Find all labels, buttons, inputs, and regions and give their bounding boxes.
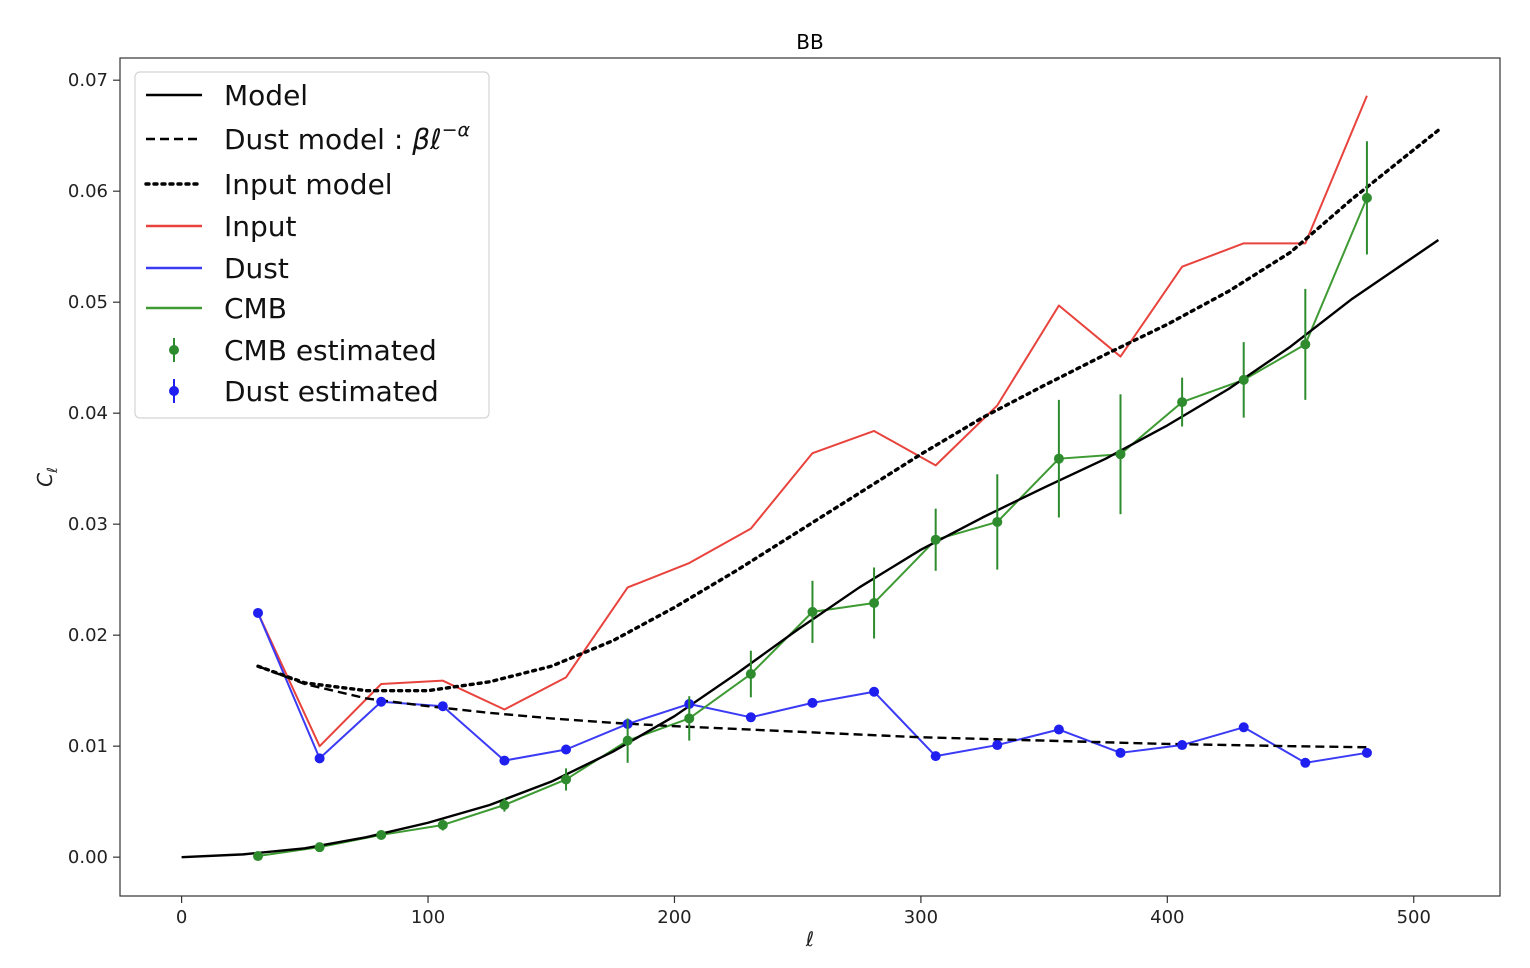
cmb-est-point	[1177, 397, 1188, 408]
legend: Model Dust model : βℓ−α Input model Input Du…	[134, 71, 490, 419]
y-tick-label: 0.07	[68, 70, 108, 91]
legend-box	[134, 71, 490, 419]
y-tick-label: 0.05	[68, 292, 108, 313]
cmb-est-point	[869, 597, 880, 608]
y-tick-label: 0.00	[68, 847, 108, 868]
legend-item-cmb-est: CMB estimated	[169, 334, 437, 367]
y-tick-label: 0.02	[68, 625, 108, 646]
y-tick-label: 0.04	[68, 403, 108, 424]
x-tick-label: 0	[176, 907, 187, 928]
dust-est-point	[1177, 740, 1188, 751]
dust-est-point	[930, 751, 941, 762]
series-line-model	[181, 239, 1440, 859]
dust-est-point	[1115, 747, 1126, 758]
dust-est-point	[1053, 724, 1064, 735]
cmb-est-point	[1361, 192, 1372, 203]
y-axis-label-base: C	[33, 473, 57, 487]
dust-est-point	[253, 607, 263, 618]
points-layer	[253, 141, 1372, 862]
legend-label-model: Model	[224, 79, 308, 112]
dust-est-point	[314, 753, 325, 764]
legend-swatch	[169, 345, 179, 355]
y-tick-label: 0.01	[68, 736, 108, 757]
cmb-est-point	[622, 735, 633, 746]
cmb-est-point	[992, 516, 1003, 527]
cmb-est-point	[253, 851, 263, 862]
legend-label-cmb-est: CMB estimated	[224, 334, 437, 367]
y-axis: 0.00 0.01 0.02 0.03 0.04 0.05 0.06 0.07	[68, 70, 120, 868]
series-line-input-model	[256, 128, 1441, 693]
legend-item-dust-est: Dust estimated	[169, 375, 439, 408]
y-axis-label: Cℓ	[33, 467, 61, 487]
dust-est-point	[376, 696, 387, 707]
x-tick-label: 400	[1150, 907, 1184, 928]
dust-est-point	[807, 697, 818, 708]
cmb-est-point	[930, 534, 941, 545]
x-tick-label: 300	[904, 907, 938, 928]
legend-item-input-model: Input model	[144, 168, 393, 201]
dust-est-point	[745, 712, 756, 723]
cmb-est-point	[437, 819, 448, 830]
cmb-est-point	[499, 799, 510, 810]
cmb-est-point	[314, 842, 325, 853]
dust-est-point	[437, 701, 448, 712]
y-axis-label-sub: ℓ	[45, 467, 61, 474]
y-tick-label: 0.06	[68, 181, 108, 202]
x-tick-label: 100	[411, 907, 445, 928]
cmb-est-point	[1115, 449, 1126, 460]
dust-est-point	[561, 744, 572, 755]
cmb-est-point	[1053, 453, 1064, 464]
cmb-est-point	[745, 669, 756, 680]
x-axis-label: ℓ	[805, 927, 814, 951]
x-tick-label: 500	[1397, 907, 1431, 928]
dust-est-point	[1238, 722, 1249, 733]
legend-item-dust: Dust	[146, 252, 289, 285]
legend-item-cmb: CMB	[146, 292, 287, 325]
dust-est-point	[1361, 747, 1372, 758]
legend-label-cmb: CMB	[224, 292, 287, 325]
cmb-est-point	[807, 606, 818, 617]
dust-est-point	[499, 755, 510, 766]
plot-frame	[119, 57, 1501, 897]
cmb-est-point	[1238, 374, 1249, 385]
legend-label-input-model: Input model	[224, 168, 393, 201]
dust-est-point	[1300, 757, 1311, 768]
cmb-est-point	[561, 774, 572, 785]
legend-label-input: Input	[224, 210, 297, 243]
cmb-est-point	[376, 829, 387, 840]
legend-swatch	[169, 386, 179, 396]
legend-item-dust-model: Dust model : βℓ−α	[146, 119, 471, 156]
x-axis: 0 100 200 300 400 500	[176, 896, 1431, 928]
legend-label-dust-est: Dust estimated	[224, 375, 439, 408]
dust-est-point	[992, 740, 1003, 751]
x-tick-label: 200	[657, 907, 691, 928]
cmb-est-point	[684, 713, 695, 724]
y-tick-label: 0.03	[68, 514, 108, 535]
legend-label-dust: Dust	[224, 252, 289, 285]
chart-title: BB	[796, 30, 823, 54]
dust-est-point	[869, 686, 880, 697]
cmb-est-point	[1300, 339, 1311, 350]
legend-label-dust-model: Dust model : βℓ−α	[224, 119, 471, 156]
series-line-input	[257, 95, 1368, 748]
legend-item-model: Model	[146, 79, 308, 112]
legend-item-input: Input	[146, 210, 297, 243]
